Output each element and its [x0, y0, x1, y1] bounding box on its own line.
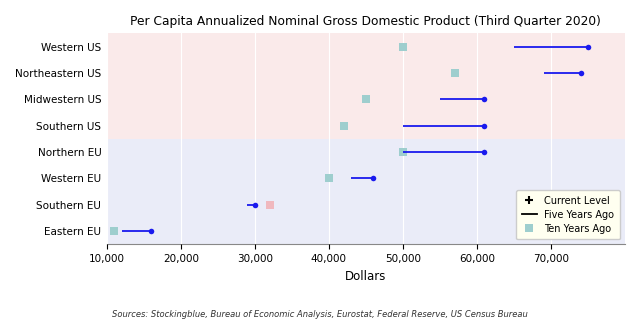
Bar	[107, 139, 625, 165]
X-axis label: Dollars: Dollars	[345, 269, 387, 283]
Bar	[107, 218, 625, 244]
Bar	[107, 33, 625, 60]
Title: Per Capita Annualized Nominal Gross Domestic Product (Third Quarter 2020): Per Capita Annualized Nominal Gross Dome…	[131, 15, 602, 28]
Bar	[107, 165, 625, 192]
Text: Sources: Stockingblue, Bureau of Economic Analysis, Eurostat, Federal Reserve, U: Sources: Stockingblue, Bureau of Economi…	[112, 310, 528, 319]
Bar	[107, 86, 625, 112]
Bar	[107, 60, 625, 86]
Bar	[107, 112, 625, 139]
Bar	[107, 192, 625, 218]
Legend: Current Level, Five Years Ago, Ten Years Ago: Current Level, Five Years Ago, Ten Years…	[516, 190, 620, 239]
